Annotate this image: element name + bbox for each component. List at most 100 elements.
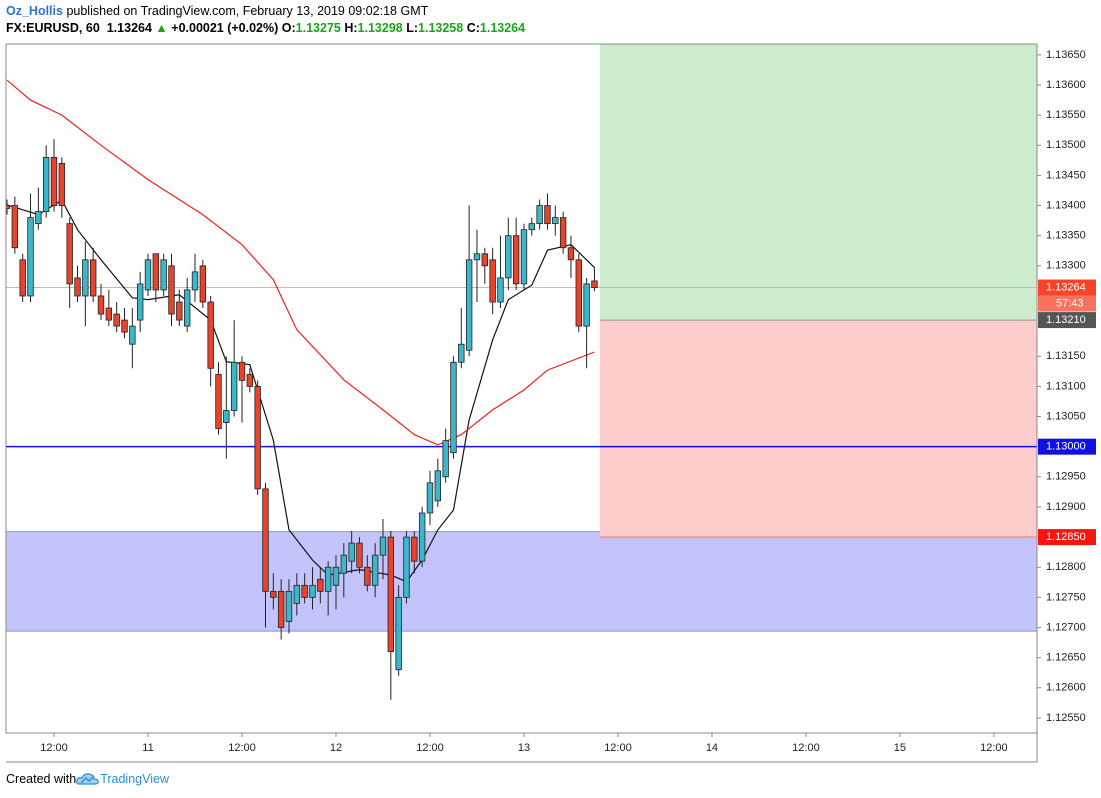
candle-body xyxy=(309,584,316,598)
candle-body xyxy=(42,156,50,212)
published: published on TradingView.com, February 1… xyxy=(66,4,429,18)
candle-body xyxy=(113,313,120,327)
c-value: 1.13264 xyxy=(479,21,526,35)
candle-body xyxy=(89,259,97,297)
candle-body xyxy=(559,217,567,249)
candle-body xyxy=(35,211,42,225)
x-tick-label: 12:00 xyxy=(604,742,632,754)
created: Created with xyxy=(6,772,77,786)
candle-body xyxy=(152,253,160,291)
candle-body xyxy=(246,373,254,387)
y-tick-label: 1.13350 xyxy=(1046,230,1086,242)
candle-body xyxy=(434,470,442,502)
candle-body xyxy=(105,307,113,321)
o-value: 1.13275 xyxy=(295,21,341,35)
candle-body xyxy=(207,301,214,369)
x-tick-label: 13 xyxy=(518,742,530,754)
candle-body xyxy=(520,229,528,285)
candle-body xyxy=(285,590,293,622)
symbol-line: FX:EURUSD, 60 1.13264 ▲ +0.00021 (+0.02%… xyxy=(6,21,525,35)
candle-body xyxy=(356,542,363,568)
candle-body xyxy=(395,596,402,671)
x-tick-label: 12 xyxy=(330,742,342,754)
moving-average xyxy=(6,79,595,446)
candle-body xyxy=(324,566,332,592)
plot xyxy=(6,44,1037,700)
y-tick-label: 1.12750 xyxy=(1046,591,1086,603)
c-label: C: xyxy=(466,21,480,35)
h-value: 1.13298 xyxy=(357,21,403,35)
candle-body xyxy=(411,536,418,562)
x-tick-label: 12:00 xyxy=(416,742,444,754)
y-tick-label: 1.13300 xyxy=(1046,260,1086,272)
y-tick-label: 1.13550 xyxy=(1046,109,1086,121)
candle-body xyxy=(387,536,395,653)
stop-label-bg xyxy=(1038,529,1096,546)
candle-body xyxy=(426,482,434,514)
x-tick-label: 11 xyxy=(142,742,153,754)
candle-body xyxy=(199,265,207,303)
logo xyxy=(76,773,99,785)
last-price-label-bg xyxy=(1038,279,1096,296)
candle-body xyxy=(230,361,238,411)
candle-body xyxy=(82,259,89,297)
y-tick-label: 1.13050 xyxy=(1046,410,1086,422)
entry-label: 1.13210 xyxy=(1046,314,1086,326)
y-tick-label: 1.12800 xyxy=(1046,561,1086,573)
candle-body xyxy=(301,584,308,598)
candle-body xyxy=(403,536,410,598)
candle-body xyxy=(168,265,175,315)
candle-body xyxy=(332,566,340,586)
candle-body xyxy=(58,162,66,206)
candle-body xyxy=(536,205,543,225)
candle-body xyxy=(50,156,58,206)
author[interactable]: Oz_Hollis xyxy=(6,4,63,18)
candle-body xyxy=(465,259,473,351)
last: 1.13264 xyxy=(106,21,152,35)
footer: Created with TradingView xyxy=(6,772,169,786)
candle-body xyxy=(176,301,183,321)
hline-label: 1.13000 xyxy=(1046,441,1086,453)
x-tick-label: 12:00 xyxy=(980,742,1008,754)
y-tick-label: 1.13450 xyxy=(1046,169,1086,181)
entry-label-bg xyxy=(1038,312,1096,329)
candle-body xyxy=(317,578,324,592)
candle-body xyxy=(74,277,81,297)
candle-body xyxy=(591,280,598,288)
arrow: ▲ xyxy=(155,21,168,35)
candle-body xyxy=(489,259,496,303)
candle-body xyxy=(293,584,301,604)
candle-body xyxy=(11,205,19,249)
x-tick-label: 12:00 xyxy=(792,742,820,754)
candle-body xyxy=(277,590,285,628)
candle-body xyxy=(450,361,457,454)
candle-body xyxy=(121,319,128,333)
candle-body xyxy=(379,536,387,556)
candle-body xyxy=(583,283,590,327)
symbol: FX:EURUSD, 60 xyxy=(6,21,100,35)
candle-body xyxy=(567,247,575,261)
o-label: O: xyxy=(281,21,296,35)
candle-body xyxy=(528,223,535,231)
hline-label-bg xyxy=(1038,438,1096,455)
candle-body xyxy=(97,295,105,315)
candle-body xyxy=(418,512,426,562)
brand[interactable]: TradingView xyxy=(100,772,169,786)
y-tick-label: 1.13500 xyxy=(1046,139,1086,151)
last-price-label: 1.13264 xyxy=(1046,281,1086,293)
y-tick-label: 1.12700 xyxy=(1046,621,1086,633)
candle-body xyxy=(371,554,379,586)
candle-body xyxy=(544,205,551,225)
candle-body xyxy=(340,554,348,574)
header-line: Oz_Hollis published on TradingView.com, … xyxy=(6,4,428,18)
x-tick-label: 14 xyxy=(706,742,718,754)
candle-body xyxy=(575,259,582,327)
y-tick-label: 1.12550 xyxy=(1046,712,1086,724)
change: +0.00021 (+0.02%) xyxy=(171,21,279,35)
candle-body xyxy=(481,253,489,267)
candle-body xyxy=(136,283,144,321)
candle-body xyxy=(66,223,73,285)
countdown-bg xyxy=(1038,295,1096,312)
